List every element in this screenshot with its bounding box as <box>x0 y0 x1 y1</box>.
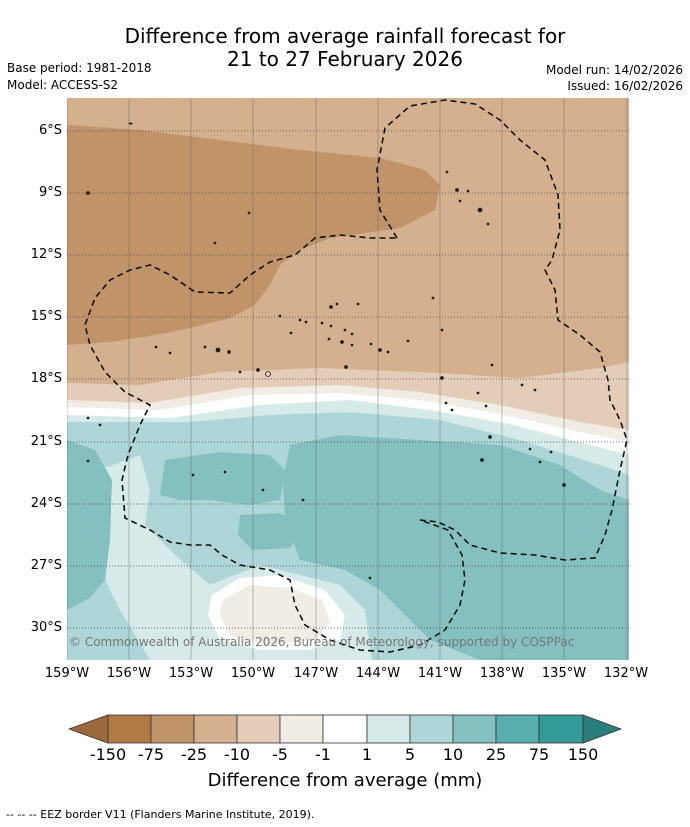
colorbar-ext-high <box>582 714 623 744</box>
colorbar-tick-label: -75 <box>137 745 165 764</box>
lon-label: 138°W <box>479 666 525 681</box>
base-period: Base period: 1981-2018 <box>7 61 152 75</box>
model-run: Model run: 14/02/2026 <box>545 63 683 77</box>
islands <box>86 122 566 580</box>
issued-date: Issued: 16/02/2026 <box>567 79 683 93</box>
colorbar-tick-label: 10 <box>442 745 464 764</box>
region-plus10-east <box>283 435 629 660</box>
colorbar-bin <box>236 714 281 744</box>
lat-label: 6°S <box>38 123 62 138</box>
colorbar-title: Difference from average (mm) <box>207 770 483 791</box>
lon-label: 156°W <box>106 666 152 681</box>
colorbar-ext-low <box>67 714 109 744</box>
lat-label: 15°S <box>30 309 62 324</box>
model-name: Model: ACCESS-S2 <box>7 78 119 92</box>
colorbar-bin <box>279 714 324 744</box>
lat-label: 27°S <box>30 558 62 573</box>
lon-label: 147°W <box>293 666 339 681</box>
region-plus10-spot <box>214 455 262 486</box>
colorbar-tick-label: 5 <box>404 745 416 764</box>
region-minus5-south <box>220 585 330 645</box>
region-minus75 <box>67 125 440 345</box>
lat-label: 24°S <box>30 496 62 511</box>
eez-border <box>84 99 628 653</box>
region-plus10-small <box>238 513 305 550</box>
colorbar-tick-label: -150 <box>89 745 127 764</box>
colorbar-bin <box>107 714 152 744</box>
colorbar-bin <box>409 714 454 744</box>
colorbar-tick-label: -25 <box>180 745 208 764</box>
colorbar-tick-label: -5 <box>272 745 288 764</box>
colorbar-tick-label: 25 <box>485 745 507 764</box>
lat-gridlines <box>67 130 629 629</box>
colorbar-bin <box>193 714 238 744</box>
map-title-line2: 21 to 27 February 2026 <box>227 47 463 71</box>
colorbar-tick-label: -1 <box>315 745 331 764</box>
colorbar-bin <box>538 714 584 744</box>
colorbar-bin <box>452 714 497 744</box>
region-plus10-west <box>67 440 112 610</box>
colorbar-tick-label: -10 <box>223 745 251 764</box>
colorbar-tick-label: 75 <box>528 745 550 764</box>
colorbar-tick-label: 150 <box>567 745 599 764</box>
lat-label: 30°S <box>30 620 62 635</box>
map-title-line1: Difference from average rainfall forecas… <box>124 24 566 48</box>
lon-label: 132°W <box>603 666 649 681</box>
copyright-notice: © Commonwealth of Australia 2026, Bureau… <box>69 635 574 649</box>
lon-label: 159°W <box>44 666 90 681</box>
colorbar-tick-label: 1 <box>361 745 373 764</box>
colorbar <box>67 714 623 744</box>
colorbar-bin <box>495 714 540 744</box>
lat-label: 9°S <box>38 185 62 200</box>
colorbar-bin <box>322 714 368 744</box>
lat-label: 18°S <box>30 371 62 386</box>
lat-label: 12°S <box>30 247 62 262</box>
lon-label: 153°W <box>168 666 214 681</box>
lon-label: 135°W <box>541 666 587 681</box>
lon-label: 144°W <box>355 666 401 681</box>
colorbar-bin <box>150 714 195 744</box>
lon-label: 150°W <box>230 666 276 681</box>
lat-label: 21°S <box>30 434 62 449</box>
lon-label: 141°W <box>417 666 463 681</box>
eez-legend-note: -- -- -- EEZ border V11 (Flanders Marine… <box>6 808 315 821</box>
colorbar-bin <box>366 714 411 744</box>
map-area: © Commonwealth of Australia 2026, Bureau… <box>67 98 629 660</box>
